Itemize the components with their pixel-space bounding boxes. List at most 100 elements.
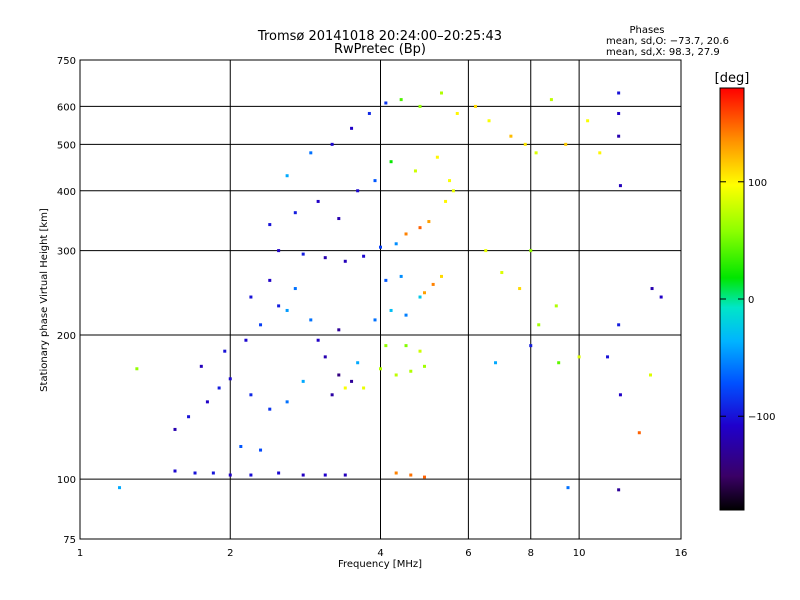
data-point (422, 291, 426, 295)
data-point (617, 111, 621, 115)
data-point (404, 313, 408, 317)
data-point (618, 184, 622, 188)
data-point (422, 475, 426, 479)
data-point (409, 369, 413, 373)
data-point (606, 355, 610, 359)
data-point (598, 151, 602, 155)
data-point (384, 278, 388, 282)
data-point (337, 328, 341, 332)
data-point (455, 111, 459, 115)
y-tick-label: 200 (57, 331, 76, 342)
grid-lines (80, 60, 681, 539)
data-point (259, 448, 263, 452)
colorbar-tick-label: 100 (748, 178, 767, 189)
y-axis-label: Stationary phase Virtual Height [km] (39, 208, 50, 392)
data-point (343, 386, 347, 390)
data-point (554, 304, 558, 308)
data-point (173, 427, 177, 431)
colorbar-tick-label: −100 (748, 412, 775, 423)
data-point (244, 338, 248, 342)
data-point (394, 471, 398, 475)
data-point (293, 211, 297, 215)
data-point (379, 245, 382, 249)
y-axis-ticks: 75 100 200 300 400 500 600 750 (57, 56, 76, 546)
data-point (549, 98, 553, 102)
data-point (249, 473, 253, 477)
data-point (529, 249, 533, 253)
data-point (617, 488, 621, 492)
x-axis-label: Frequency [MHz] (338, 559, 422, 570)
data-point (301, 379, 305, 383)
phases-title: Phases (629, 25, 664, 36)
scatter-points (118, 91, 663, 492)
data-point (487, 119, 491, 123)
data-point (384, 344, 388, 348)
x-axis-ticks: 1 2 4 6 8 10 16 (77, 548, 688, 559)
data-point (249, 393, 253, 397)
data-point (330, 142, 334, 146)
data-point (228, 473, 232, 477)
data-point (277, 471, 281, 475)
data-point (356, 361, 360, 365)
colorbar-label: [deg] (715, 71, 750, 86)
data-point (586, 119, 590, 123)
data-point (448, 179, 452, 183)
data-point (118, 486, 122, 490)
data-point (404, 344, 408, 348)
data-point (205, 400, 209, 404)
data-point (173, 469, 177, 473)
data-point (431, 282, 435, 286)
data-point (187, 415, 191, 419)
data-point (268, 407, 272, 411)
data-point (323, 355, 327, 359)
data-point (373, 179, 377, 183)
data-point (451, 189, 455, 193)
data-point (379, 367, 382, 371)
x-tick-label: 6 (465, 548, 471, 559)
data-point (228, 377, 232, 381)
data-point (394, 373, 398, 377)
x-tick-label: 10 (573, 548, 586, 559)
data-point (649, 373, 653, 377)
data-point (617, 323, 621, 327)
data-point (362, 254, 366, 258)
data-point (343, 473, 347, 477)
x-tick-label: 16 (675, 548, 688, 559)
data-point (316, 199, 320, 203)
data-point (617, 134, 621, 138)
data-point (350, 126, 354, 130)
data-point (135, 367, 139, 371)
x-tick-label: 1 (77, 548, 83, 559)
data-point (444, 199, 448, 203)
data-point (249, 295, 253, 299)
data-point (343, 259, 347, 263)
y-tick-label: 500 (57, 140, 76, 151)
data-point (509, 134, 513, 138)
data-point (350, 379, 354, 383)
data-point (637, 431, 641, 435)
data-point (384, 101, 388, 105)
x-tick-label: 2 (227, 548, 233, 559)
data-point (217, 386, 221, 390)
data-point (537, 323, 541, 327)
data-point (418, 226, 422, 230)
data-point (422, 364, 426, 368)
data-point (500, 271, 504, 275)
data-point (356, 189, 360, 193)
data-point (337, 373, 341, 377)
data-point (373, 318, 377, 322)
data-point (435, 155, 439, 159)
chart-title: Tromsø 20141018 20:24:00–20:25:43 (257, 29, 502, 44)
data-point (301, 252, 305, 256)
phases-o-line: mean, sd,O: −73.7, 20.6 (606, 36, 729, 47)
colorbar-ticks: 100 0 −100 (720, 178, 775, 423)
data-point (484, 249, 488, 253)
data-point (239, 444, 243, 448)
data-point (557, 361, 561, 365)
data-point (309, 151, 313, 155)
data-point (523, 142, 527, 146)
data-point (277, 249, 281, 253)
data-point (473, 104, 477, 108)
data-point (394, 242, 398, 246)
